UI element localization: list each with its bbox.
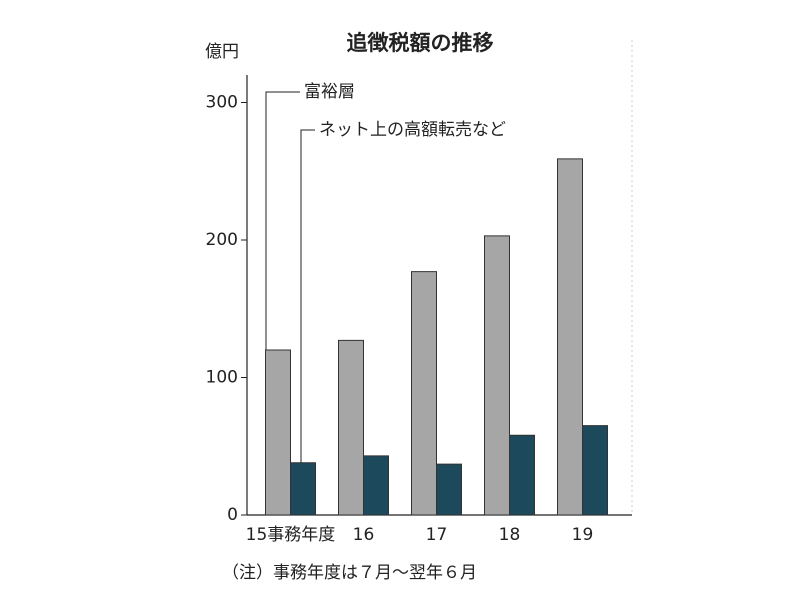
bar: [557, 158, 583, 516]
x-tick-label: 16: [353, 525, 375, 545]
bar: [411, 271, 437, 516]
bar: [290, 462, 316, 516]
y-tick-label: 0: [227, 505, 238, 525]
legend-label: ネット上の高額転売など: [319, 120, 506, 140]
bar: [338, 339, 364, 516]
x-tick-label: 18: [499, 525, 521, 545]
legend-label: 富裕層: [304, 82, 355, 102]
y-tick-label: 300: [206, 93, 238, 113]
bar: [265, 349, 291, 516]
legend-leader: [300, 129, 315, 463]
x-tick-label: 17: [426, 525, 448, 545]
bar: [484, 235, 510, 516]
y-tick-label: 200: [206, 230, 238, 250]
x-tick-label: 15事務年度: [246, 525, 336, 545]
legend-leader: [265, 91, 300, 350]
bar: [363, 455, 389, 516]
bar: [509, 434, 535, 516]
chart-title: 追徴税額の推移: [347, 31, 494, 55]
bar: [582, 425, 608, 516]
y-unit: 億円: [205, 42, 239, 62]
x-tick-label: 19: [572, 525, 594, 545]
note: （注）事務年度は７月～翌年６月: [222, 563, 477, 583]
bar: [436, 463, 462, 516]
y-tick-label: 100: [206, 368, 238, 388]
